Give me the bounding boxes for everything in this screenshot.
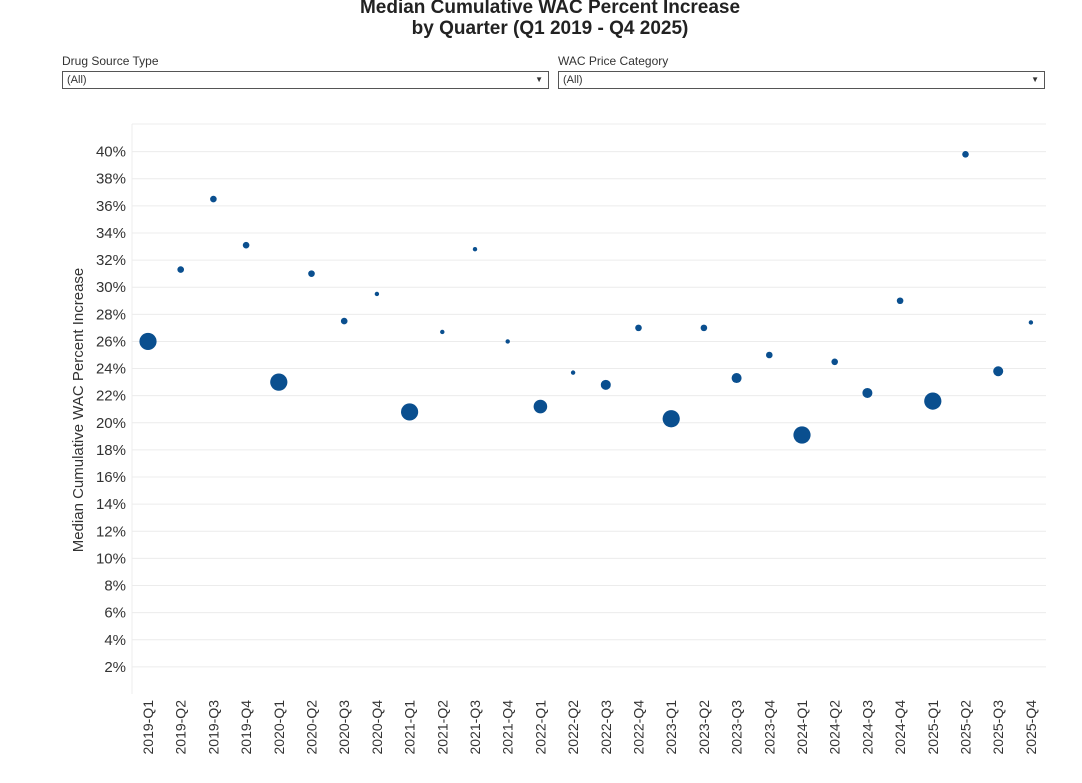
data-point[interactable] xyxy=(600,379,611,390)
x-tick-label: 2025-Q2 xyxy=(958,700,974,755)
x-tick-label: 2024-Q3 xyxy=(859,700,875,755)
drug-source-type-value: (All) xyxy=(67,74,87,86)
x-tick-label: 2021-Q1 xyxy=(402,700,418,755)
y-tick-label: 34% xyxy=(96,225,126,242)
dropdown-arrow-icon: ▼ xyxy=(535,75,543,84)
y-tick-label: 18% xyxy=(96,442,126,459)
data-point[interactable] xyxy=(793,426,811,444)
data-point[interactable] xyxy=(662,410,680,428)
y-tick-label: 20% xyxy=(96,415,126,432)
data-point[interactable] xyxy=(962,151,969,158)
chart-title-line2: by Quarter (Q1 2019 - Q4 2025) xyxy=(411,18,689,39)
x-tick-label: 2025-Q1 xyxy=(925,700,941,755)
x-tick-label: 2024-Q2 xyxy=(827,700,843,755)
x-tick-label: 2021-Q4 xyxy=(500,700,516,755)
x-tick-label: 2022-Q3 xyxy=(598,700,614,755)
y-axis: 2% 4% 6% 8% 10% 12% 14% 16% 18% 20% 22% 24% 26% 28% 30… xyxy=(96,144,126,676)
data-point[interactable] xyxy=(896,297,904,305)
y-tick-label: 22% xyxy=(96,388,126,405)
y-tick-label: 38% xyxy=(96,171,126,188)
chart-title-line1: Median Cumulative WAC Percent Increase xyxy=(359,0,741,18)
x-tick-label: 2020-Q3 xyxy=(336,700,352,755)
y-tick-label: 16% xyxy=(96,469,126,486)
drug-source-type-label: Drug Source Type xyxy=(62,54,159,68)
data-point[interactable] xyxy=(766,351,773,359)
x-tick-label: 2023-Q3 xyxy=(729,700,745,755)
y-tick-label: 6% xyxy=(104,605,126,622)
wac-price-category-value: (All) xyxy=(563,74,583,86)
chart-title: Median Cumulative WAC Percent Increase b… xyxy=(0,0,1082,39)
x-tick-label: 2019-Q1 xyxy=(140,700,156,755)
data-point[interactable] xyxy=(177,266,184,273)
x-tick-label: 2023-Q1 xyxy=(663,700,679,755)
y-tick-label: 24% xyxy=(96,361,126,378)
y-tick-label: 4% xyxy=(104,632,126,649)
x-tick-label: 2023-Q2 xyxy=(696,700,712,755)
data-point[interactable] xyxy=(472,247,478,252)
x-tick-label: 2025-Q3 xyxy=(990,700,1006,755)
x-tick-label: 2022-Q2 xyxy=(565,700,581,755)
y-tick-label: 32% xyxy=(96,252,126,269)
y-tick-label: 36% xyxy=(96,198,126,215)
data-point[interactable] xyxy=(700,324,708,332)
y-tick-label: 30% xyxy=(96,279,126,296)
data-point[interactable] xyxy=(924,392,942,410)
data-point[interactable] xyxy=(210,195,217,203)
x-axis: 2019-Q1 2019-Q2 2019-Q3 2019-Q4 2020-Q1 2020-… xyxy=(140,700,1039,755)
y-tick-label: 14% xyxy=(96,496,126,513)
y-tick-label: 10% xyxy=(96,550,126,567)
data-point[interactable] xyxy=(1028,320,1034,325)
x-tick-label: 2024-Q4 xyxy=(892,700,908,755)
y-tick-label: 8% xyxy=(104,578,126,595)
y-tick-label: 2% xyxy=(104,659,126,676)
data-point[interactable] xyxy=(533,399,548,414)
data-point[interactable] xyxy=(270,373,288,391)
x-tick-label: 2020-Q1 xyxy=(271,700,287,755)
data-point[interactable] xyxy=(374,291,380,297)
x-tick-label: 2023-Q4 xyxy=(761,700,777,755)
drug-source-type-dropdown[interactable]: (All) ▼ xyxy=(62,71,549,89)
x-tick-label: 2022-Q4 xyxy=(631,700,647,755)
x-tick-label: 2019-Q4 xyxy=(238,700,254,755)
x-tick-label: 2019-Q3 xyxy=(205,700,221,755)
data-point[interactable] xyxy=(242,241,250,249)
data-point[interactable] xyxy=(139,332,157,351)
wac-price-category-label: WAC Price Category xyxy=(558,54,669,68)
data-point[interactable] xyxy=(731,373,742,384)
y-tick-label: 28% xyxy=(96,306,126,323)
x-tick-label: 2021-Q3 xyxy=(467,700,483,755)
data-point[interactable] xyxy=(440,329,445,335)
x-tick-label: 2021-Q2 xyxy=(434,700,450,755)
x-tick-label: 2019-Q2 xyxy=(173,700,189,755)
data-point[interactable] xyxy=(570,370,576,375)
grid xyxy=(131,123,1046,694)
wac-price-category-dropdown[interactable]: (All) ▼ xyxy=(558,71,1045,89)
drug-source-type-filter: Drug Source Type (All) ▼ xyxy=(62,53,549,89)
x-tick-label: 2020-Q4 xyxy=(369,700,385,755)
x-tick-label: 2025-Q4 xyxy=(1023,700,1039,755)
x-tick-label: 2022-Q1 xyxy=(532,700,548,755)
wac-price-category-filter: WAC Price Category (All) ▼ xyxy=(558,53,1045,89)
dropdown-arrow-icon: ▼ xyxy=(1031,75,1039,84)
x-tick-label: 2024-Q1 xyxy=(794,700,810,755)
y-tick-label: 40% xyxy=(96,144,126,161)
x-tick-label: 2020-Q2 xyxy=(304,700,320,755)
data-point[interactable] xyxy=(635,324,642,332)
data-point[interactable] xyxy=(831,358,838,366)
y-axis-title: Median Cumulative WAC Percent Increase xyxy=(70,268,87,553)
data-point[interactable] xyxy=(993,366,1004,377)
data-point[interactable] xyxy=(401,403,419,421)
data-point[interactable] xyxy=(340,317,348,325)
data-point[interactable] xyxy=(308,270,315,277)
data-point[interactable] xyxy=(862,387,873,398)
data-point[interactable] xyxy=(505,339,510,344)
y-tick-label: 12% xyxy=(96,523,126,540)
y-tick-label: 26% xyxy=(96,333,126,350)
data-points xyxy=(139,151,1034,444)
